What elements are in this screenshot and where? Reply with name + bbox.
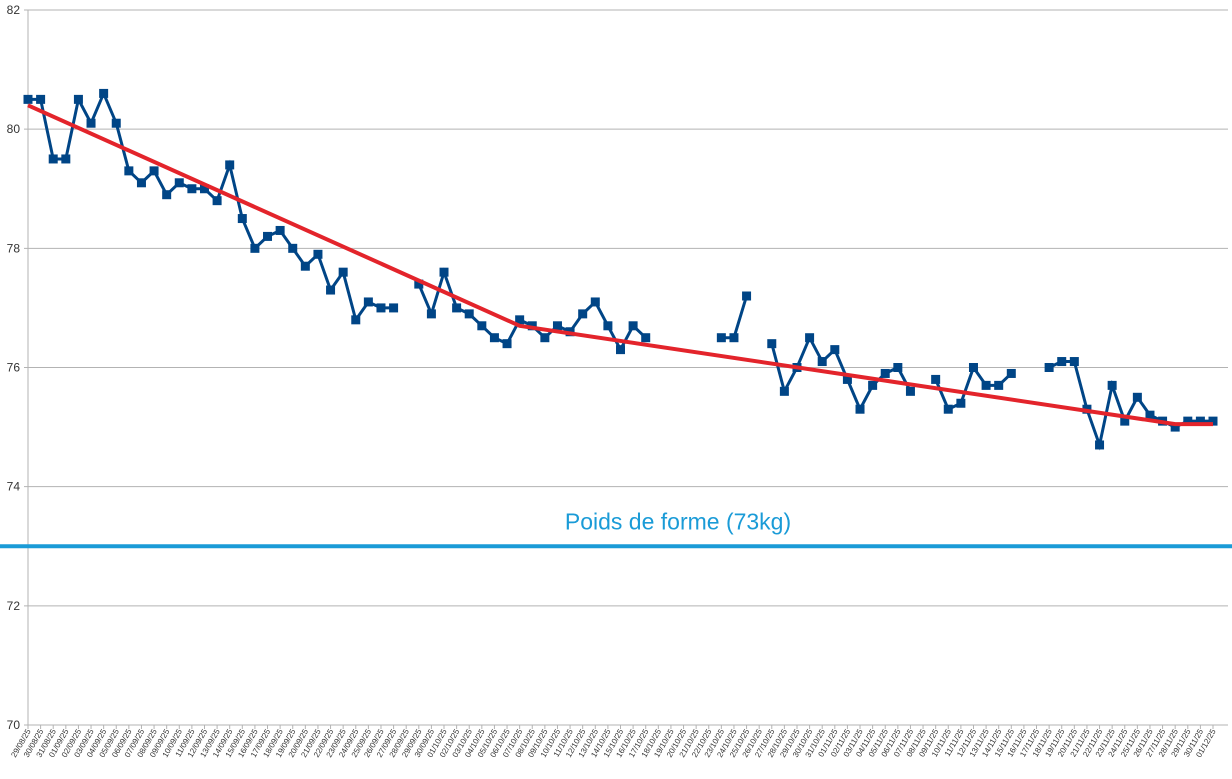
data-point xyxy=(414,279,424,289)
data-point xyxy=(842,374,852,384)
trend-line xyxy=(27,103,1213,427)
data-point xyxy=(363,297,373,307)
data-point xyxy=(805,333,815,343)
data-point xyxy=(905,386,915,396)
data-point xyxy=(1195,416,1205,426)
data-point xyxy=(136,178,146,188)
y-tick-label: 78 xyxy=(7,241,21,255)
reference-label: Poids de forme (73kg) xyxy=(565,508,791,534)
y-tick-label: 76 xyxy=(7,361,21,375)
data-line xyxy=(28,89,1213,451)
data-point xyxy=(502,339,512,349)
data-point xyxy=(893,363,903,372)
data-point xyxy=(880,368,890,378)
data-point xyxy=(86,118,96,128)
data-point xyxy=(149,166,159,176)
data-point xyxy=(628,321,638,331)
data-point xyxy=(1132,392,1142,402)
data-point xyxy=(61,154,71,164)
data-point xyxy=(225,160,235,170)
data-point xyxy=(174,178,184,188)
data-point xyxy=(931,374,941,384)
data-point xyxy=(1145,410,1155,420)
data-point xyxy=(326,285,336,295)
data-point xyxy=(111,118,121,128)
data-point xyxy=(73,94,83,104)
data-point xyxy=(552,321,562,331)
data-point xyxy=(212,196,222,206)
data-point xyxy=(779,386,789,396)
data-point xyxy=(452,303,462,313)
data-point xyxy=(338,267,348,277)
data-point xyxy=(313,249,323,259)
data-point xyxy=(830,345,840,355)
data-point xyxy=(742,291,752,301)
data-point xyxy=(1069,357,1079,367)
data-point xyxy=(767,339,777,349)
data-point xyxy=(1170,422,1180,432)
data-point xyxy=(36,94,46,104)
y-tick-label: 74 xyxy=(7,480,21,494)
data-point xyxy=(1006,368,1016,378)
data-point xyxy=(603,321,613,331)
y-tick-label: 82 xyxy=(7,3,21,17)
data-point xyxy=(187,184,197,194)
data-point xyxy=(868,380,878,390)
data-point xyxy=(515,315,525,325)
data-point xyxy=(641,333,651,343)
data-point xyxy=(994,380,1004,390)
data-point xyxy=(1120,416,1130,426)
data-point xyxy=(250,243,260,253)
data-point xyxy=(817,357,827,367)
data-point xyxy=(1044,363,1054,372)
data-point xyxy=(981,380,991,390)
data-point xyxy=(199,184,209,194)
data-point xyxy=(288,243,298,253)
data-point xyxy=(1208,416,1218,426)
data-point xyxy=(1107,380,1117,390)
data-point xyxy=(590,297,600,307)
data-point xyxy=(23,94,33,104)
data-point xyxy=(855,404,865,414)
data-point xyxy=(464,309,474,319)
data-point xyxy=(1183,416,1193,426)
data-point xyxy=(351,315,361,325)
data-point xyxy=(426,309,436,319)
data-point xyxy=(439,267,449,277)
data-point xyxy=(300,261,310,271)
data-point xyxy=(48,154,58,164)
data-point xyxy=(275,225,285,235)
data-point xyxy=(1057,357,1067,367)
data-point xyxy=(389,303,399,313)
data-point xyxy=(237,214,247,224)
data-point xyxy=(489,333,499,343)
data-point xyxy=(616,345,625,355)
data-point xyxy=(729,333,739,343)
data-point xyxy=(263,231,273,241)
data-point xyxy=(376,303,386,313)
data-point xyxy=(578,309,588,319)
data-point xyxy=(477,321,487,331)
data-point xyxy=(943,404,953,414)
data-point xyxy=(1095,440,1105,450)
data-point xyxy=(968,363,978,372)
y-tick-label: 70 xyxy=(7,718,21,732)
y-tick-label: 72 xyxy=(7,599,21,613)
data-point xyxy=(124,166,134,176)
data-point xyxy=(956,398,966,408)
data-point xyxy=(162,190,172,200)
data-point xyxy=(540,333,550,343)
data-point xyxy=(716,333,726,343)
data-point xyxy=(99,88,109,98)
y-tick-label: 80 xyxy=(7,122,21,136)
